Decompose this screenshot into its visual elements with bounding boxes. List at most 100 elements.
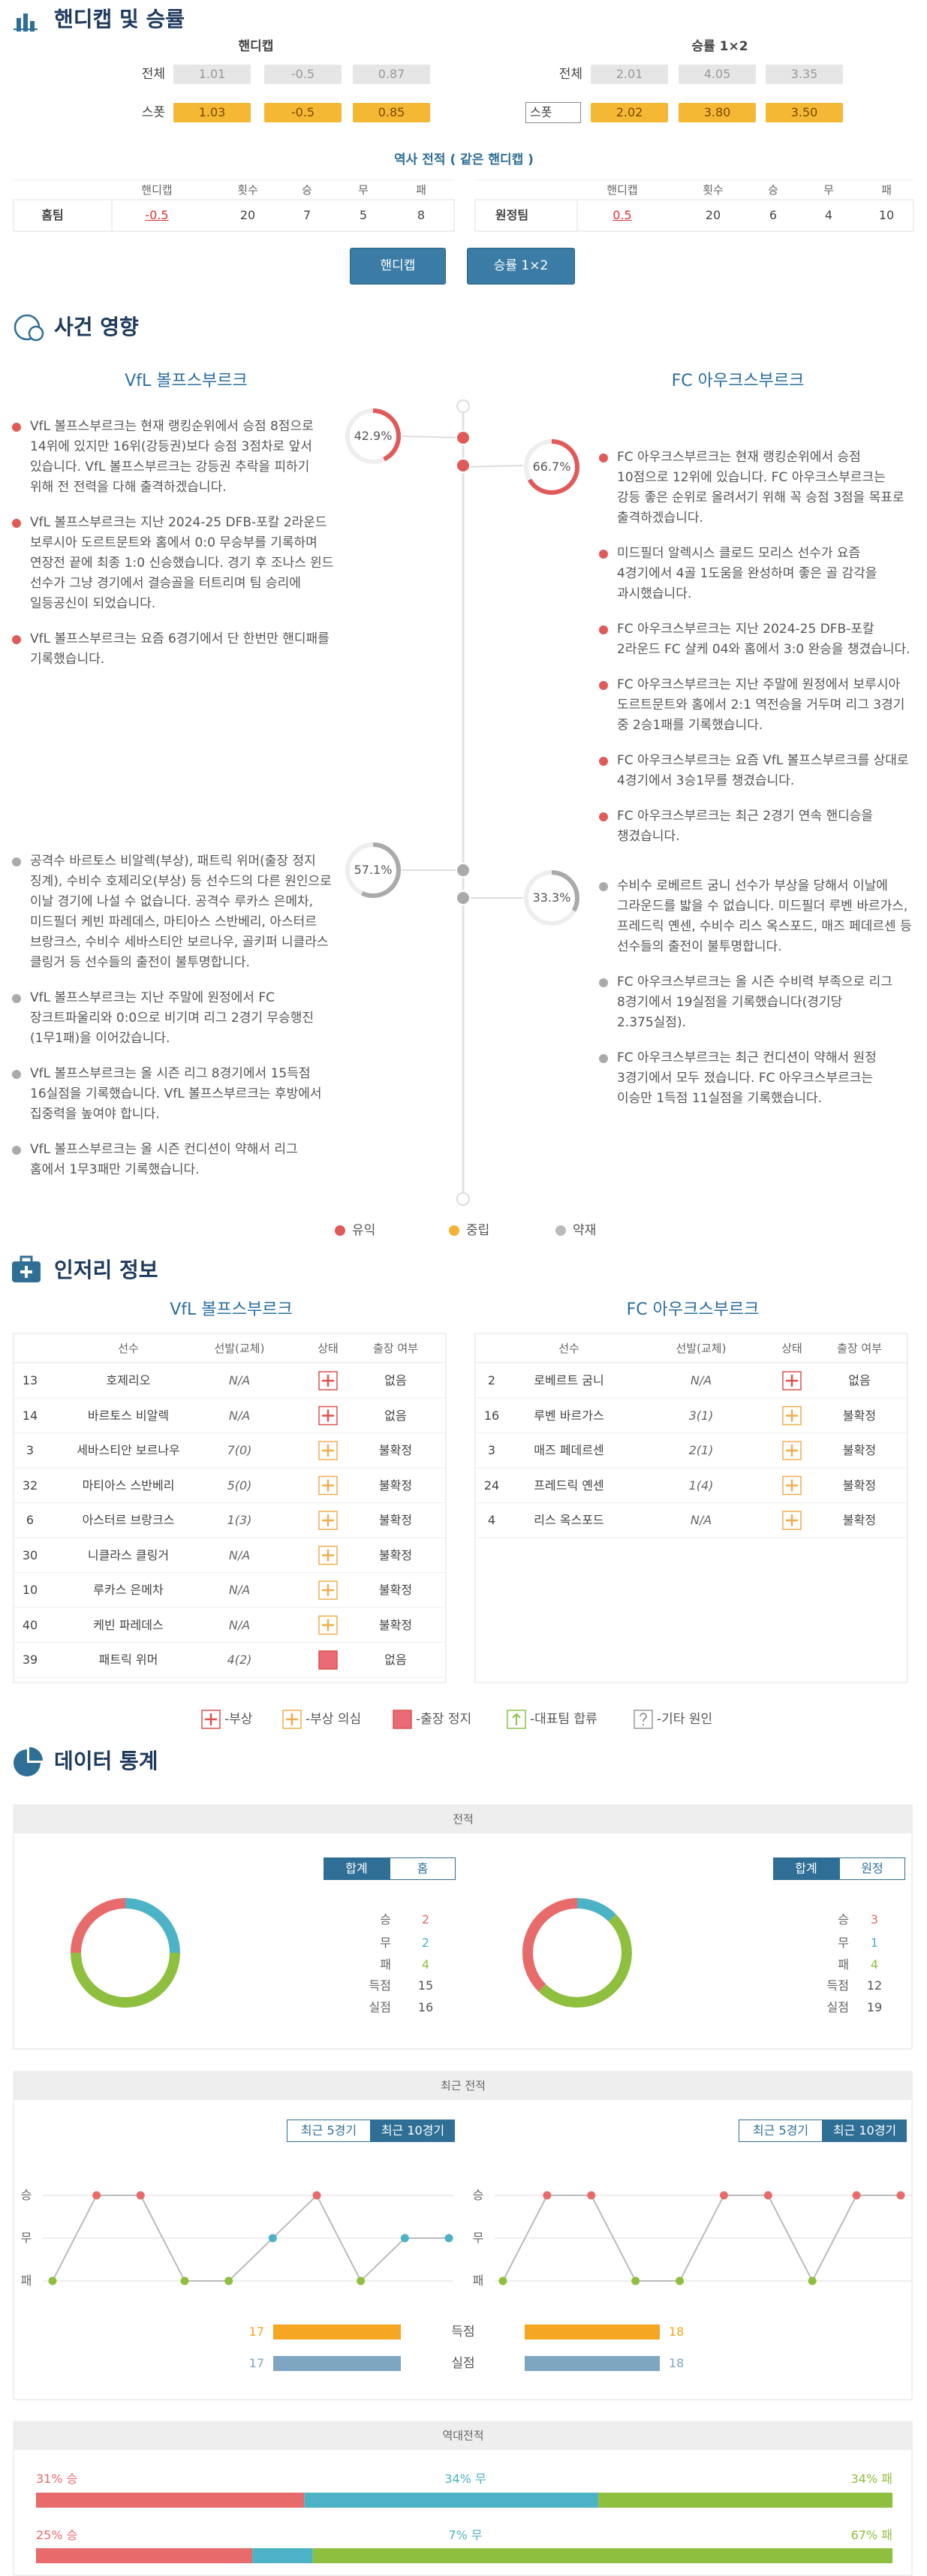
legend-label: -부상 — [224, 1712, 253, 1727]
tab[interactable] — [823, 2120, 907, 2142]
status-plus — [322, 1445, 334, 1457]
button[interactable] — [350, 248, 446, 285]
bullet-dot — [599, 625, 608, 634]
form-line — [502, 2195, 901, 2283]
tab[interactable] — [287, 2120, 371, 2142]
status-plus — [322, 1479, 334, 1492]
stat-value: 12 — [866, 1978, 883, 1993]
button-label[interactable]: 승률 1×2 — [493, 258, 549, 273]
player-number: 32 — [22, 1478, 38, 1493]
player-apps: N/A — [228, 1583, 251, 1597]
bullet-text: FC 아우크스부르크는 최근 컨디션이 약해서 원정 3경기에서 모두 졌습니다… — [617, 1050, 877, 1106]
player-apps: N/A — [228, 1617, 251, 1632]
panel-title: 최근 전적 — [441, 2079, 486, 2092]
tab[interactable] — [839, 1857, 905, 1880]
bullet-text: VfL 볼프스부르크는 현재 랭킹순위에서 승점 8점으로 14위에 있지만 1… — [30, 419, 314, 495]
history-cell: 8 — [417, 208, 426, 222]
form-point — [852, 2191, 861, 2200]
y-tick-label: 패 — [20, 2273, 32, 2288]
tab-label[interactable]: 홈 — [417, 1861, 429, 1876]
panel-title: 전적 — [453, 1812, 474, 1826]
button[interactable] — [467, 248, 575, 285]
select[interactable] — [525, 102, 581, 123]
status-plus — [322, 1619, 334, 1631]
connector — [401, 435, 464, 438]
stat-value: 4 — [870, 1957, 879, 1972]
injury-table — [474, 1333, 908, 1683]
icon-kit-handle — [20, 1255, 33, 1264]
history-cell: 7 — [302, 208, 312, 222]
tab[interactable] — [739, 2120, 823, 2142]
bullet-text: FC 아우크스부르크는 지난 2024-25 DFB-포칼 2라운드 FC 샬케… — [617, 622, 910, 657]
player-apps: 5(0) — [227, 1478, 252, 1493]
tab-label[interactable]: 최근 5경기 — [752, 2123, 809, 2138]
odds-cell — [679, 103, 756, 122]
player-number: 40 — [22, 1617, 38, 1632]
form-point — [498, 2276, 507, 2285]
stat-label: 승 — [838, 1912, 849, 1927]
history-title: 역사 전적 ( 같은 핸디캡 ) — [394, 152, 534, 167]
odds-value: 2.02 — [615, 105, 643, 119]
history-cell: 5 — [359, 208, 368, 222]
bullet-dot — [599, 882, 608, 891]
tab-label[interactable]: 합계 — [795, 1861, 817, 1876]
panel-header — [14, 2421, 912, 2450]
tab[interactable] — [324, 1857, 390, 1880]
tab[interactable] — [371, 2120, 455, 2142]
player-name: 세바스티안 보르나우 — [77, 1443, 180, 1457]
tab[interactable] — [773, 1857, 839, 1880]
team-name: VfL 볼프스부르크 — [125, 372, 248, 390]
bullet-dot — [12, 519, 21, 528]
select-value[interactable]: 스폿 — [530, 105, 552, 119]
player-apps: N/A — [690, 1373, 712, 1387]
odds-value: -0.5 — [290, 67, 315, 81]
table-header: 상태 — [781, 1342, 802, 1355]
bullet-text: FC 아우크스부르크는 올 시즌 수비력 부족으로 리그 8경기에서 19실점을… — [617, 975, 892, 1030]
bullet-dot — [599, 812, 608, 821]
form-point — [808, 2276, 817, 2285]
player-number: 16 — [483, 1408, 500, 1423]
stat-value: 2 — [421, 1936, 430, 1950]
table-header: 출장 여부 — [373, 1342, 418, 1355]
value-label: 18 — [669, 2356, 685, 2370]
bullet-dot — [599, 550, 608, 559]
tab-label[interactable]: 최근 5경기 — [300, 2123, 357, 2138]
form-line — [52, 2194, 449, 2282]
timeline-dot — [456, 458, 471, 473]
legend-label: -대표팀 합류 — [530, 1712, 597, 1727]
play-status: 불확정 — [378, 1513, 413, 1527]
section-title: 데이터 통계 — [54, 1749, 158, 1773]
y-tick-label: 승 — [20, 2188, 32, 2202]
play-status: 불확정 — [842, 1408, 877, 1423]
tab-label[interactable]: 최근 10경기 — [832, 2123, 897, 2138]
bullet-text: FC 아우크스부르크는 현재 랭킹순위에서 승점 10점으로 12위에 있습니다… — [617, 450, 904, 526]
odds-cell — [353, 65, 430, 84]
odds-row-label: 전체 — [141, 67, 165, 82]
stat-value: 2 — [421, 1912, 430, 1927]
status-plus — [322, 1549, 334, 1562]
tab-label[interactable]: 원정 — [861, 1861, 883, 1876]
bar — [525, 2324, 660, 2339]
odds-cell — [766, 103, 843, 122]
status-plus — [786, 1479, 798, 1492]
odds-value: 0.85 — [378, 105, 405, 119]
history-header: 핸디캡 — [606, 183, 638, 197]
donut-segment — [576, 1898, 616, 1922]
donut-segment — [71, 1898, 126, 1954]
y-tick-label: 무 — [20, 2231, 32, 2245]
tab-label[interactable]: 합계 — [345, 1861, 368, 1876]
icon-bar — [23, 14, 28, 32]
button-label[interactable]: 핸디캡 — [380, 258, 416, 273]
status-plus — [322, 1409, 334, 1422]
player-number: 39 — [22, 1653, 38, 1667]
y-tick-label: 무 — [472, 2231, 484, 2245]
bar — [273, 2324, 401, 2339]
history-cell: 홈팀 — [41, 208, 64, 222]
value-label: 17 — [248, 2324, 264, 2339]
tab-label[interactable]: 최근 10경기 — [381, 2123, 445, 2138]
tab[interactable] — [390, 1857, 456, 1880]
value-label: 17 — [248, 2356, 264, 2370]
table-header: 선발(교체) — [214, 1342, 265, 1355]
panel — [13, 1804, 913, 2050]
